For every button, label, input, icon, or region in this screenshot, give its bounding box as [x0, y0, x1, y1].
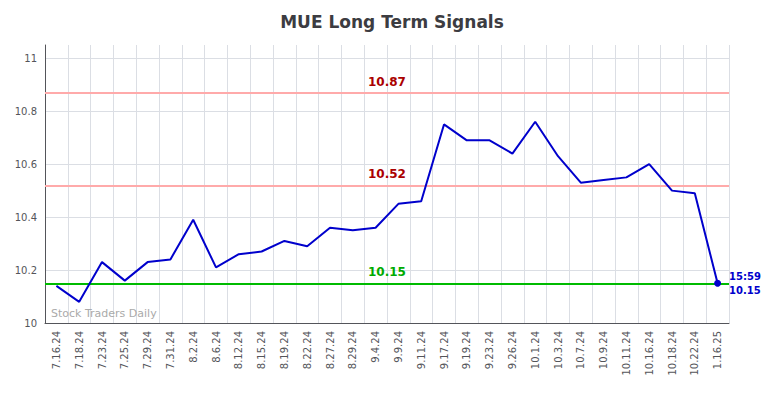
svg-text:8.19.24: 8.19.24: [279, 331, 290, 369]
svg-text:1.16.25: 1.16.25: [712, 331, 723, 369]
svg-text:9.4.24: 9.4.24: [370, 331, 381, 363]
svg-text:10.87: 10.87: [368, 75, 406, 89]
svg-text:7.31.24: 7.31.24: [165, 331, 176, 369]
svg-text:7.25.24: 7.25.24: [119, 331, 130, 369]
svg-text:8.12.24: 8.12.24: [233, 331, 244, 369]
svg-text:8.6.24: 8.6.24: [211, 331, 222, 363]
svg-text:8.27.24: 8.27.24: [325, 331, 336, 369]
svg-text:8.2.24: 8.2.24: [188, 331, 199, 363]
svg-text:9.26.24: 9.26.24: [507, 331, 518, 369]
svg-text:10.2: 10.2: [15, 265, 37, 276]
svg-text:9.23.24: 9.23.24: [484, 331, 495, 369]
svg-text:Stock Traders Daily: Stock Traders Daily: [51, 307, 157, 320]
svg-text:8.15.24: 8.15.24: [256, 331, 267, 369]
svg-text:10.8: 10.8: [15, 106, 37, 117]
svg-text:9.9.24: 9.9.24: [393, 331, 404, 363]
svg-text:10.15: 10.15: [368, 265, 406, 279]
svg-text:10.9.24: 10.9.24: [598, 331, 609, 369]
svg-text:MUE Long Term Signals: MUE Long Term Signals: [280, 12, 504, 32]
svg-text:10.11.24: 10.11.24: [621, 331, 632, 376]
svg-text:10.1.24: 10.1.24: [530, 331, 541, 369]
svg-text:8.29.24: 8.29.24: [347, 331, 358, 369]
svg-text:10.18.24: 10.18.24: [667, 331, 678, 376]
svg-text:10.4: 10.4: [15, 212, 37, 223]
svg-text:9.11.24: 9.11.24: [416, 331, 427, 369]
svg-text:7.18.24: 7.18.24: [74, 331, 85, 369]
svg-text:8.22.24: 8.22.24: [302, 331, 313, 369]
svg-text:10.3.24: 10.3.24: [553, 331, 564, 369]
svg-text:9.17.24: 9.17.24: [439, 331, 450, 369]
svg-text:10.16.24: 10.16.24: [644, 331, 655, 376]
svg-text:7.23.24: 7.23.24: [97, 331, 108, 369]
svg-text:15:59: 15:59: [729, 271, 761, 282]
svg-text:7.29.24: 7.29.24: [142, 331, 153, 369]
svg-text:11: 11: [24, 53, 37, 64]
svg-text:10.7.24: 10.7.24: [575, 331, 586, 369]
svg-text:10.15: 10.15: [729, 285, 761, 296]
svg-text:10: 10: [24, 318, 37, 329]
svg-text:7.16.24: 7.16.24: [51, 331, 62, 369]
svg-text:10.6: 10.6: [15, 159, 37, 170]
svg-text:10.22.24: 10.22.24: [689, 331, 700, 376]
svg-text:9.19.24: 9.19.24: [461, 331, 472, 369]
svg-text:10.52: 10.52: [368, 167, 406, 181]
